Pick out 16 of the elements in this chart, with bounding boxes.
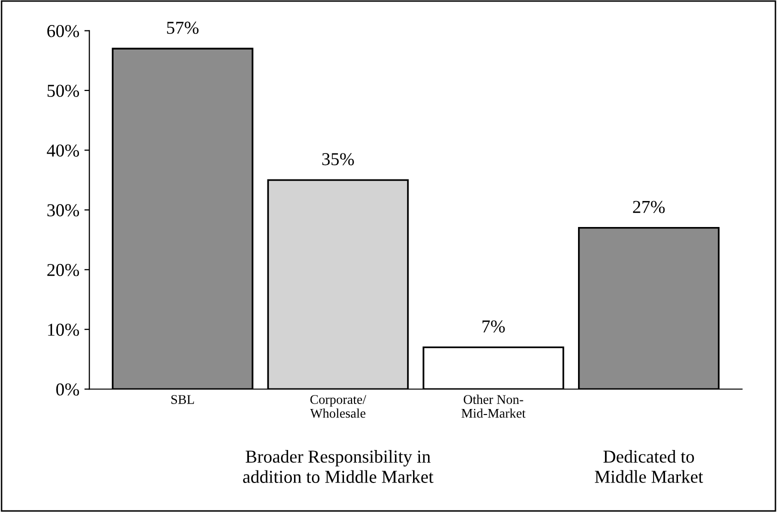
- text: Dedicated to Middle Market: [594, 450, 704, 483]
- x-tick-label: Corporate/ Wholesale: [310, 395, 366, 418]
- data-label: 35%: [322, 153, 354, 166]
- y-tick-label: 60%: [47, 24, 80, 38]
- y-tick-label: 20%: [47, 264, 80, 276]
- data-label: 7%: [482, 320, 505, 333]
- data-label: 27%: [633, 200, 665, 214]
- x-tick-label: Other Non- Mid-Market: [462, 394, 526, 418]
- x-tick-label: SBL: [171, 395, 194, 404]
- y-tick-label: 10%: [48, 324, 80, 336]
- y-tick-label: 0%: [56, 383, 80, 396]
- y-tick-label: 30%: [47, 204, 80, 216]
- data-label: 57%: [167, 22, 199, 34]
- text: Broader Responsibility in addition to Middle Market: [243, 450, 434, 483]
- y-tick-label: 40%: [46, 144, 80, 157]
- y-tick-label: 50%: [48, 84, 80, 97]
